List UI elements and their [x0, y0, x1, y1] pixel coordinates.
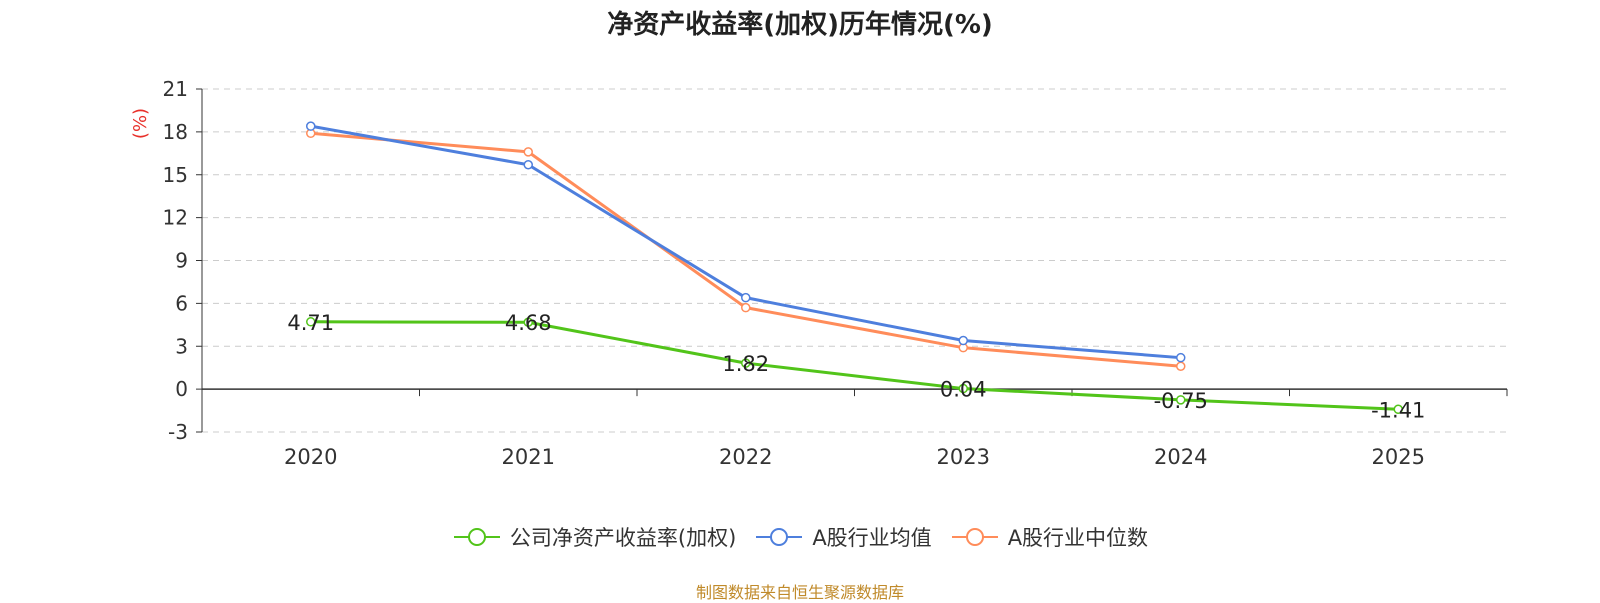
data-label: 4.71	[287, 311, 334, 335]
data-label: -0.75	[1154, 389, 1208, 413]
data-point-2	[523, 147, 533, 157]
data-label: 1.82	[722, 352, 769, 376]
data-label: -1.41	[1371, 398, 1425, 422]
y-axis-label: (%)	[130, 108, 151, 139]
chart-legend: 公司净资产收益率(加权) A股行业均值 A股行业中位数	[0, 522, 1600, 552]
data-point-1	[523, 159, 533, 170]
legend-item-industry-median[interactable]: A股行业中位数	[950, 522, 1148, 552]
data-point-1	[306, 121, 316, 131]
data-label: 4.68	[505, 311, 552, 335]
data-point-0	[741, 358, 751, 368]
y-tick-label: 3	[175, 334, 188, 358]
data-point-1	[958, 335, 968, 346]
data-source-note: 制图数据来自恒生聚源数据库	[695, 583, 904, 602]
x-tick-label: 2025	[1372, 445, 1425, 469]
legend-marker-industry-mean	[756, 528, 803, 546]
x-tick-label: 2024	[1154, 445, 1207, 469]
data-point-1	[741, 292, 751, 303]
legend-item-company[interactable]: 公司净资产收益率(加权)	[452, 522, 736, 552]
data-point-2	[1176, 361, 1186, 372]
data-point-0	[1393, 404, 1403, 415]
y-tick-label: 6	[175, 291, 188, 315]
series-line-0	[310, 320, 1399, 411]
y-tick-label: 21	[163, 77, 188, 101]
legend-item-industry-mean[interactable]: A股行业均值	[754, 522, 932, 552]
data-point-0	[1176, 395, 1186, 405]
legend-label-company: 公司净资产收益率(加权)	[509, 526, 737, 550]
series-line-2	[310, 131, 1181, 368]
legend-label-industry-median: A股行业中位数	[1007, 526, 1149, 550]
legend-marker-industry-median	[951, 528, 998, 546]
x-tick-label: 2020	[284, 445, 337, 469]
data-point-1	[1176, 352, 1186, 363]
data-point-2	[741, 302, 751, 313]
y-tick-label: -3	[168, 420, 188, 444]
y-tick-label: 12	[163, 206, 188, 230]
data-point-0	[306, 317, 316, 327]
x-tick-label: 2021	[502, 445, 555, 469]
x-tick-label: 2022	[719, 445, 772, 469]
data-label: 0.04	[940, 378, 987, 402]
y-tick-label: 15	[163, 163, 188, 187]
chart-title: 净资产收益率(加权)历年情况(%)	[607, 10, 993, 40]
data-point-0	[523, 317, 533, 327]
legend-label-industry-mean: A股行业均值	[812, 526, 932, 550]
y-tick-label: 18	[163, 120, 188, 144]
data-point-0	[958, 383, 968, 394]
y-tick-label: 0	[175, 377, 188, 401]
x-tick-label: 2023	[937, 445, 990, 469]
legend-marker-company	[453, 528, 500, 546]
y-tick-label: 9	[175, 249, 188, 273]
